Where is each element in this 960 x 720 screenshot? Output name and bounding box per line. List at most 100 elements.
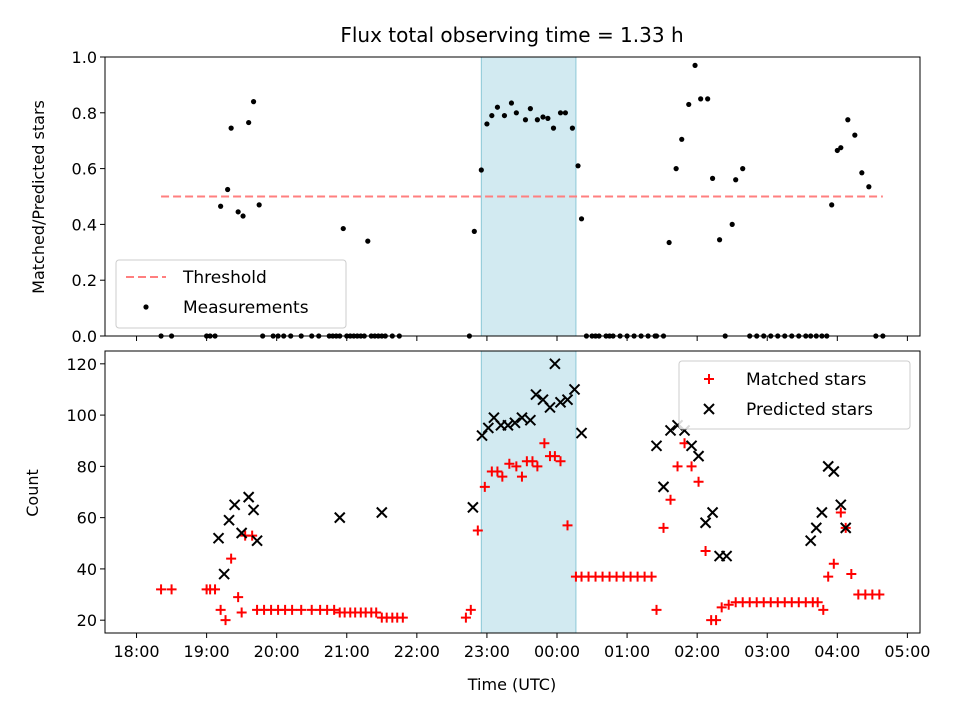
y-tick-label: 0.0 xyxy=(72,327,97,346)
measurement-point xyxy=(562,110,569,116)
measurement-point xyxy=(852,132,858,138)
top-y-axis-label: Matched/Predicted stars xyxy=(29,100,48,294)
measurement-point xyxy=(246,119,252,126)
top-panel: 0.0 0.2 0.4 0.6 0.8 1.0 Threshold Measurements xyxy=(72,48,921,346)
predicted-point xyxy=(657,481,670,493)
matched-point xyxy=(835,507,846,518)
measurement-point xyxy=(859,170,865,176)
plot-frame xyxy=(104,350,921,634)
matched-point xyxy=(220,615,231,626)
matched-point xyxy=(479,481,490,492)
predicted-point xyxy=(212,532,225,544)
measurement-point xyxy=(666,239,672,246)
matched-point xyxy=(665,494,676,505)
measurement-point xyxy=(545,115,551,121)
predicted-point xyxy=(561,394,574,406)
measurement-point xyxy=(513,110,519,116)
matched-point xyxy=(658,522,669,533)
matched-point xyxy=(651,604,662,615)
matched-point xyxy=(846,569,857,580)
measurement-point xyxy=(365,238,371,244)
x-tick-label: 19:00 xyxy=(184,642,230,661)
predicted-point xyxy=(699,517,712,529)
predicted-point xyxy=(568,383,581,396)
measurement-point xyxy=(494,104,501,110)
predicted-point xyxy=(575,427,588,439)
measurement-point xyxy=(692,62,698,68)
y-tick-label: 80 xyxy=(77,457,97,476)
measurement-point xyxy=(729,221,735,227)
measurement-point xyxy=(340,225,346,232)
chart-title: Flux total observing time = 1.33 h xyxy=(340,23,683,47)
matched-point xyxy=(371,607,382,618)
predicted-point xyxy=(650,440,663,452)
measurement-point xyxy=(240,213,246,219)
measurement-point xyxy=(686,101,692,108)
legend-predicted-label: Predicted stars xyxy=(746,400,873,420)
measurement-point xyxy=(829,202,835,208)
predicted-point xyxy=(835,499,847,511)
predicted-point xyxy=(223,514,235,526)
predicted-point xyxy=(251,535,263,547)
matched-point xyxy=(460,612,471,623)
y-tick-label: 0.8 xyxy=(72,104,97,123)
matched-point xyxy=(818,604,829,615)
measurement-point xyxy=(534,117,540,123)
measurement-point xyxy=(716,237,723,243)
x-tick-label: 04:00 xyxy=(814,642,860,661)
x-tick-label: 18:00 xyxy=(113,642,159,661)
predicted-point xyxy=(524,414,537,426)
measurement-point xyxy=(527,106,533,112)
x-tick-label: 21:00 xyxy=(324,642,370,661)
x-tick-label: 05:00 xyxy=(884,642,930,661)
legend-box xyxy=(115,259,347,329)
measurement-point xyxy=(235,209,241,215)
legend-matched-label: Matched stars xyxy=(746,370,866,390)
predicted-point xyxy=(228,499,241,511)
y-tick-label: 60 xyxy=(77,509,97,528)
measurement-point xyxy=(845,117,851,123)
matched-point xyxy=(226,553,237,564)
matched-point xyxy=(156,584,167,595)
y-tick-label: 0.6 xyxy=(72,160,97,179)
measurement-point xyxy=(705,96,711,102)
legend-box xyxy=(678,360,911,430)
predicted-point xyxy=(502,419,514,432)
y-tick-label: 20 xyxy=(77,611,97,630)
measurement-point xyxy=(489,112,495,119)
predicted-point xyxy=(530,388,542,401)
predicted-point xyxy=(692,450,705,462)
matched-point xyxy=(233,592,244,603)
predicted-point xyxy=(706,506,719,519)
predicted-point xyxy=(376,506,388,519)
measurement-point xyxy=(250,99,257,105)
legend-predicted-swatch xyxy=(703,403,715,415)
measurement-point xyxy=(478,167,484,173)
predicted-point xyxy=(218,568,230,580)
matched-point xyxy=(306,604,317,615)
matched-point xyxy=(716,602,727,613)
measurement-point xyxy=(522,117,529,123)
predicted-point xyxy=(334,511,346,524)
measurement-point xyxy=(578,216,585,222)
measurement-point xyxy=(679,136,685,142)
matched-point xyxy=(329,604,340,615)
matched-point xyxy=(532,461,543,472)
measurement-point xyxy=(540,114,546,120)
measurement-point xyxy=(709,175,716,181)
measurement-point xyxy=(471,228,477,234)
highlight-span xyxy=(480,350,577,634)
matched-point xyxy=(516,471,527,482)
x-tick-label: 02:00 xyxy=(674,642,720,661)
matched-point xyxy=(166,584,177,595)
matched-point xyxy=(492,466,503,477)
matched-point xyxy=(497,471,508,482)
measurement-point xyxy=(866,184,872,190)
matched-point xyxy=(465,604,476,615)
measurement-point xyxy=(575,163,581,169)
matched-point xyxy=(874,589,885,600)
matched-point xyxy=(646,571,657,582)
measurement-point xyxy=(698,96,704,102)
